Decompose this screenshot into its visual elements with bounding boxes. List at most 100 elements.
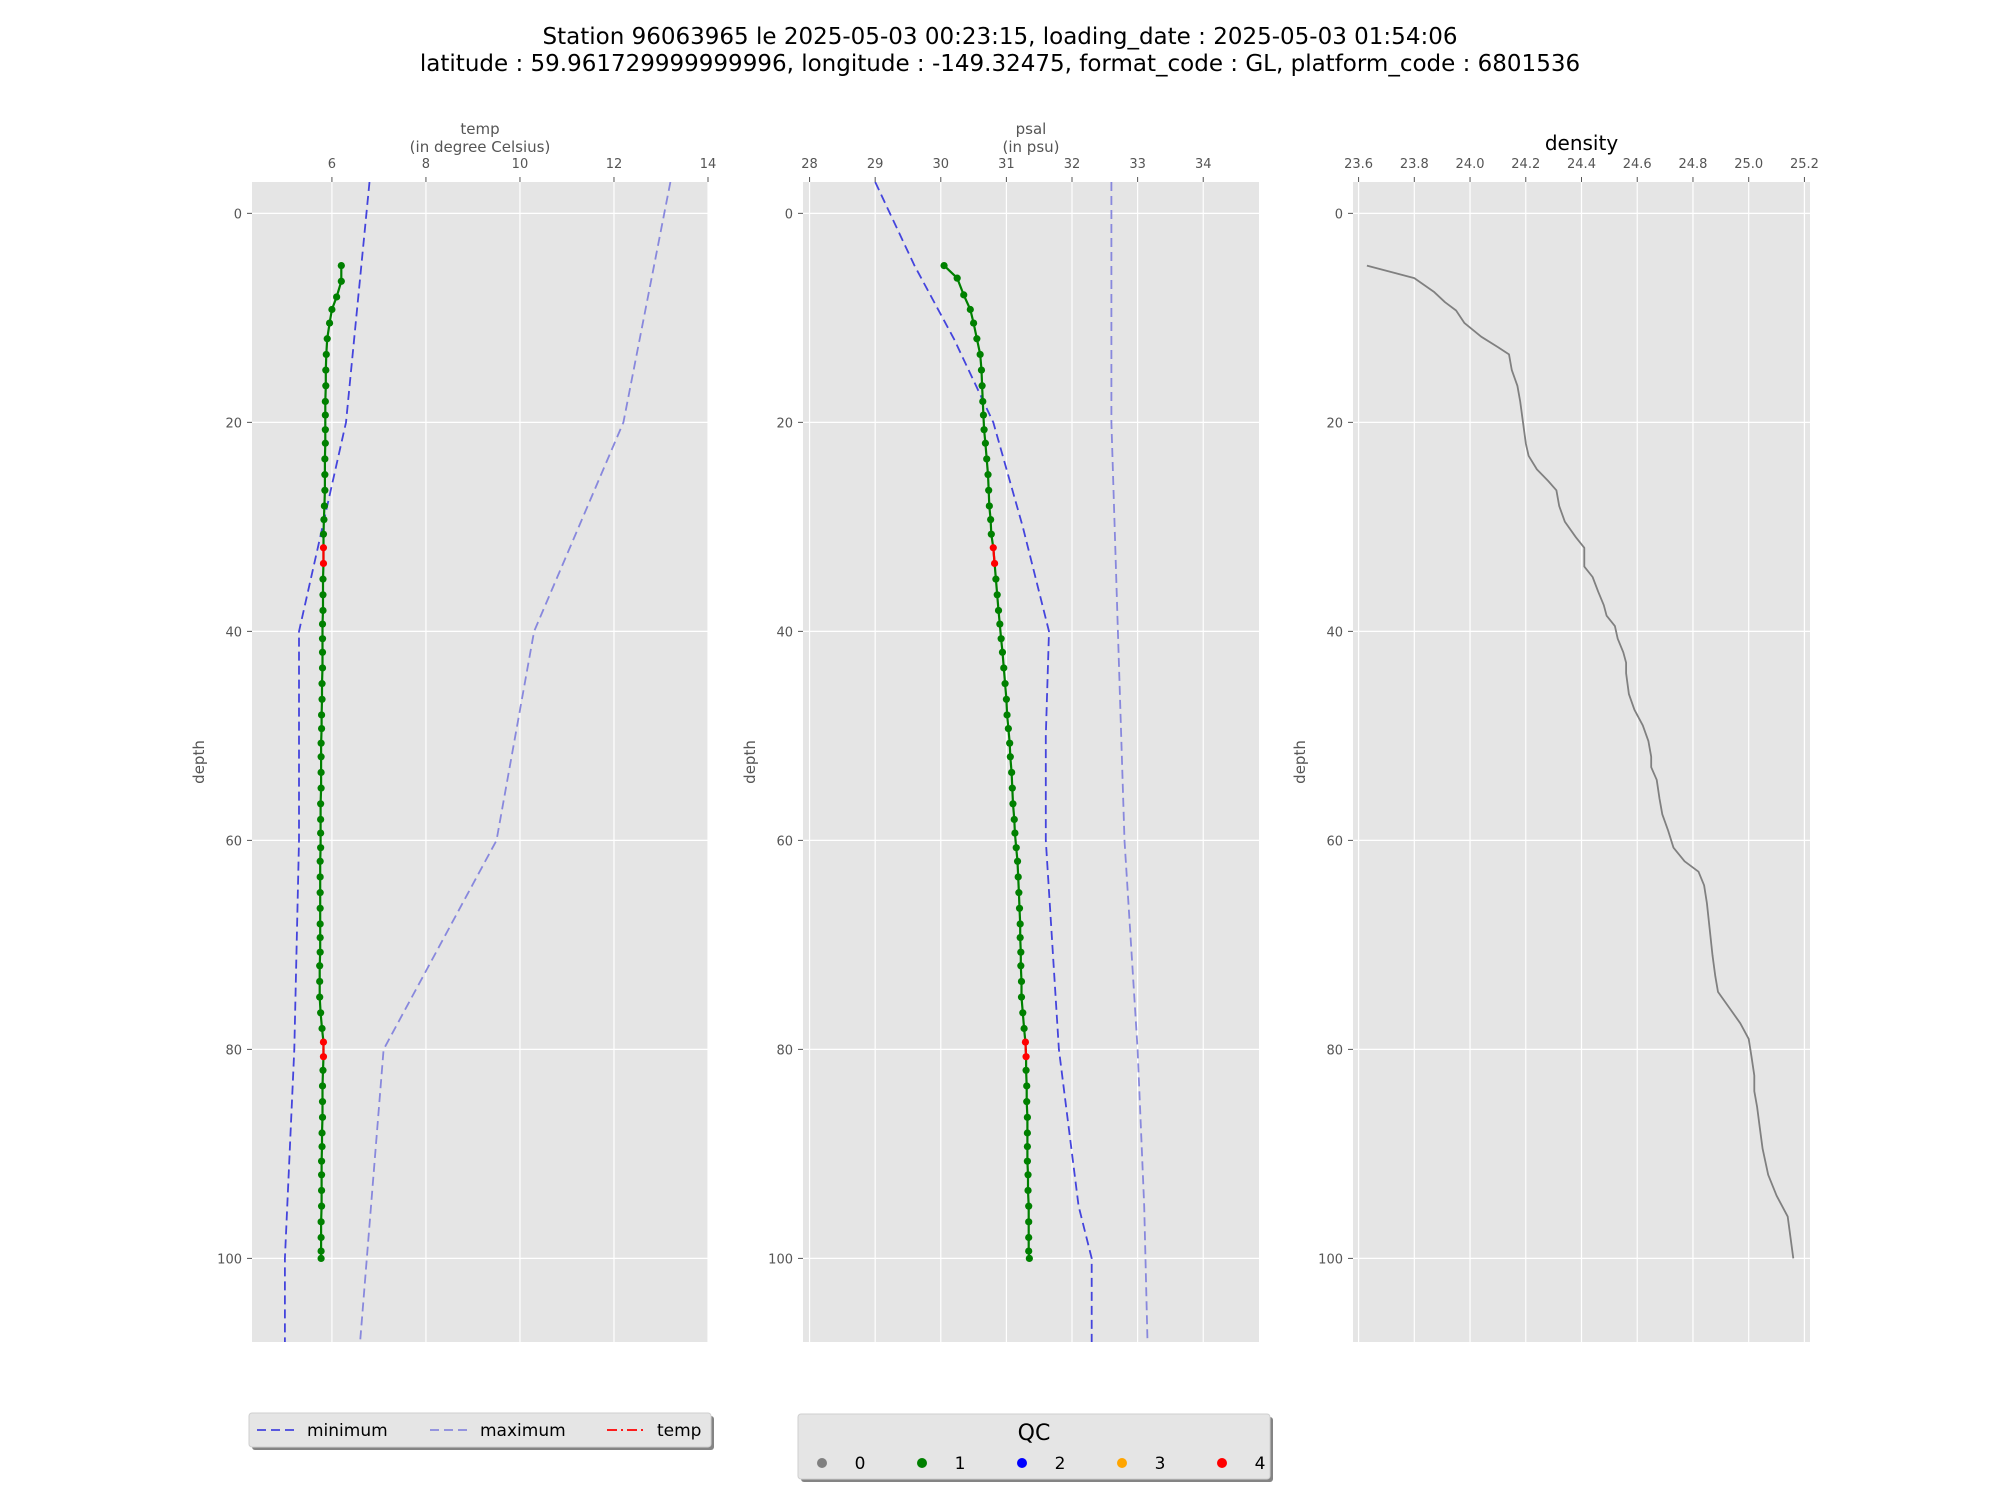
- data-point-psal: [994, 606, 1003, 615]
- y-tick-label: 80: [225, 1043, 242, 1058]
- data-point-temp: [317, 1171, 326, 1179]
- data-point-temp: [317, 1009, 325, 1017]
- data-point-temp: [322, 366, 330, 374]
- data-point-psal: [953, 274, 961, 282]
- plot-area: [803, 182, 1259, 1342]
- data-point-temp: [321, 455, 329, 463]
- x-tick-label: 6: [328, 157, 336, 172]
- legend-qc-2-marker: [1017, 1458, 1027, 1468]
- data-point-temp: [316, 948, 324, 956]
- x-tick-label: 10: [512, 157, 529, 172]
- y-tick-label: 40: [776, 625, 793, 640]
- data-point-psal: [1015, 904, 1024, 912]
- series-group: [1366, 264, 1795, 1259]
- data-point-psal: [979, 411, 988, 419]
- data-point-temp: [319, 575, 327, 583]
- data-point-temp: [317, 800, 325, 808]
- data-point-temp: [316, 933, 324, 942]
- x-tick-label: 24.6: [1623, 157, 1652, 172]
- legend-qc-0-marker: [817, 1458, 827, 1468]
- x-tick-label: 8: [422, 157, 430, 172]
- data-point-psal: [1003, 711, 1011, 719]
- data-point-temp: [337, 262, 345, 270]
- data-point-temp: [316, 857, 324, 865]
- data-point-psal: [978, 382, 986, 390]
- series-maximum-line: [359, 182, 672, 1342]
- panel-title: temp: [460, 120, 499, 138]
- data-point-temp: [319, 1053, 328, 1061]
- x-tick-label: 24.0: [1456, 157, 1485, 172]
- y-tick-label: 20: [776, 416, 793, 431]
- data-point-temp: [317, 1218, 325, 1226]
- data-point-temp: [318, 1024, 326, 1033]
- data-point-psal: [1021, 1038, 1030, 1046]
- legend-qc-4-marker: [1217, 1458, 1227, 1468]
- data-point-temp: [317, 1186, 326, 1195]
- legend-qc-title: QC: [1018, 1421, 1051, 1446]
- panel-subtitle: (in degree Celsius): [410, 138, 551, 156]
- panel-subtitle: (in psu): [1003, 138, 1060, 156]
- data-point-temp: [320, 515, 328, 524]
- data-point-psal: [980, 426, 988, 434]
- data-point-temp: [319, 591, 327, 599]
- data-point-temp: [318, 695, 326, 703]
- data-point-temp: [321, 439, 329, 447]
- data-point-temp: [319, 559, 328, 568]
- legend-lines: minimum maximum temp: [248, 1412, 714, 1450]
- data-point-psal: [1025, 1254, 1033, 1262]
- y-tick-label: 0: [785, 207, 793, 222]
- y-tick-label: 100: [768, 1252, 793, 1267]
- series-group: [874, 182, 1149, 1342]
- data-point-temp: [318, 1129, 326, 1137]
- data-point-psal: [998, 648, 1007, 656]
- legend-qc: QC 0 1 2 3 4: [797, 1413, 1273, 1482]
- data-point-psal: [1002, 695, 1010, 703]
- data-point-psal: [1025, 1218, 1033, 1226]
- data-point-psal: [1022, 1053, 1030, 1061]
- data-point-temp: [320, 502, 328, 510]
- legend-minimum-label: minimum: [307, 1421, 388, 1441]
- data-point-temp: [316, 962, 324, 970]
- series-density-line: [1366, 264, 1795, 1259]
- data-point-psal: [1019, 1009, 1027, 1017]
- legend-qc-3-label: 3: [1155, 1454, 1166, 1474]
- series-minimum-line: [284, 182, 371, 1342]
- data-point-psal: [990, 559, 999, 568]
- x-tick-label: 12: [606, 157, 623, 172]
- data-point-psal: [940, 262, 948, 270]
- legend-maximum-label: maximum: [480, 1421, 566, 1441]
- legend-lines-box: [248, 1412, 712, 1448]
- data-point-temp: [317, 753, 325, 761]
- data-point-temp: [317, 724, 326, 733]
- data-point-psal: [1000, 664, 1008, 672]
- data-point-psal: [985, 486, 993, 494]
- y-axis-label: depth: [741, 740, 759, 784]
- y-axis-label: depth: [1291, 740, 1309, 784]
- data-point-psal: [985, 502, 993, 510]
- data-point-temp: [316, 993, 324, 1001]
- data-point-temp: [325, 319, 334, 327]
- data-point-psal: [973, 335, 981, 343]
- y-tick-label: 60: [225, 834, 242, 849]
- data-point-psal: [996, 620, 1004, 628]
- data-point-temp: [316, 904, 324, 912]
- data-point-temp: [316, 873, 324, 881]
- x-tick-label: 24.2: [1511, 157, 1540, 172]
- data-point-temp: [317, 844, 325, 852]
- y-tick-label: 60: [776, 834, 793, 849]
- series-maximum-line: [1110, 182, 1149, 1342]
- legend-temp-label: temp: [657, 1421, 701, 1441]
- data-point-temp: [322, 350, 330, 359]
- y-tick-label: 20: [225, 416, 242, 431]
- data-point-temp: [317, 711, 326, 719]
- data-point-psal: [1001, 680, 1009, 688]
- y-tick-label: 0: [1335, 207, 1343, 222]
- data-point-temp: [316, 889, 324, 897]
- data-point-psal: [1025, 1202, 1033, 1210]
- data-point-temp: [317, 784, 325, 792]
- data-point-temp: [317, 1247, 325, 1255]
- data-point-temp: [319, 544, 328, 552]
- legend-qc-4-label: 4: [1255, 1454, 1266, 1474]
- data-point-temp: [323, 335, 331, 343]
